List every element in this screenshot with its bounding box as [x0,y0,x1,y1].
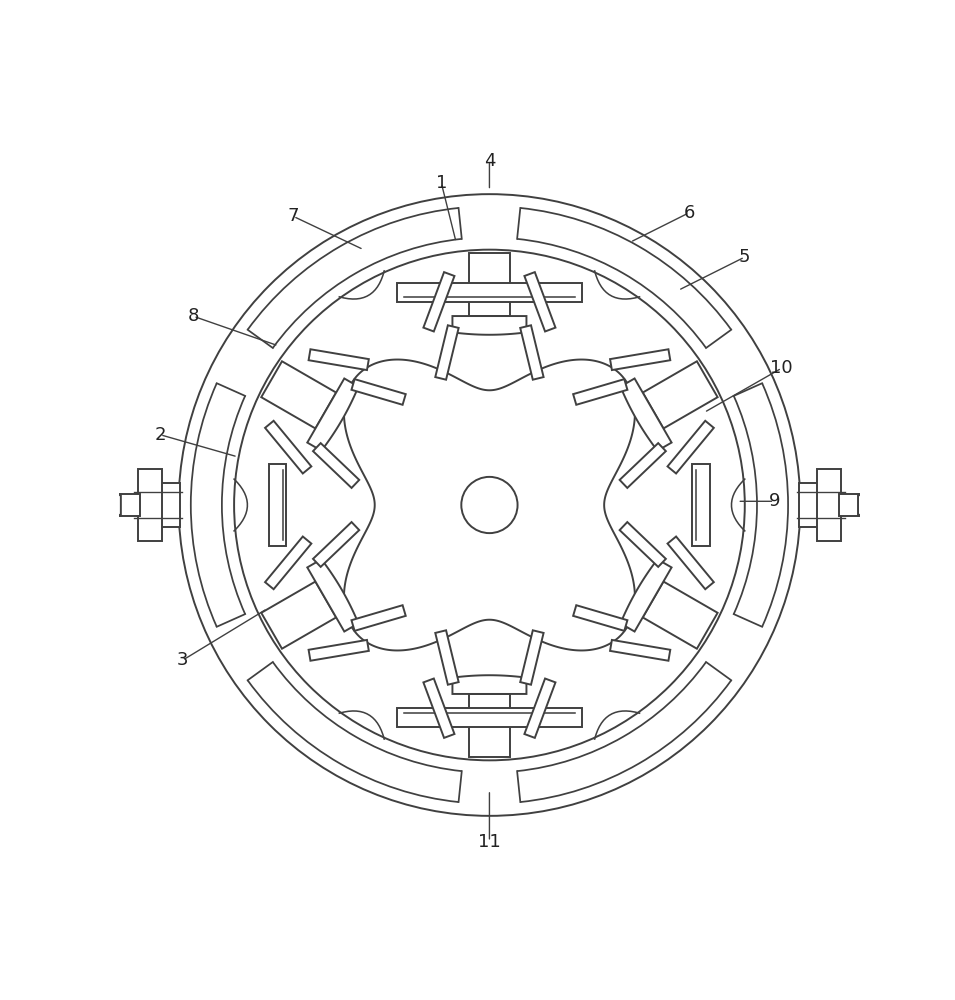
Polygon shape [308,349,369,370]
Polygon shape [265,537,311,589]
Polygon shape [308,640,369,661]
Polygon shape [520,325,543,380]
Polygon shape [668,421,713,473]
Polygon shape [423,679,455,738]
Polygon shape [397,708,582,727]
Polygon shape [610,640,670,661]
Polygon shape [435,325,458,380]
Polygon shape [453,316,526,335]
Polygon shape [313,522,359,567]
Polygon shape [308,559,358,632]
Polygon shape [620,443,666,488]
Polygon shape [453,675,526,694]
Circle shape [234,250,745,760]
Polygon shape [435,630,458,685]
Polygon shape [313,443,359,488]
Polygon shape [160,483,180,527]
Polygon shape [344,360,635,650]
Polygon shape [351,605,406,631]
Polygon shape [858,494,875,516]
Polygon shape [798,483,818,527]
Polygon shape [423,272,455,331]
Circle shape [461,477,518,533]
Polygon shape [119,494,140,516]
Text: 1: 1 [435,174,447,192]
Polygon shape [138,469,162,541]
Polygon shape [397,283,582,302]
Polygon shape [308,378,358,451]
Text: 4: 4 [483,152,496,170]
Polygon shape [817,469,841,541]
Polygon shape [524,679,556,738]
Text: 10: 10 [771,359,793,377]
Text: 3: 3 [177,651,188,669]
Text: 5: 5 [739,248,751,266]
Polygon shape [838,494,860,516]
Polygon shape [668,537,713,589]
Polygon shape [469,694,510,757]
Polygon shape [621,559,671,632]
Polygon shape [643,582,717,649]
Text: 6: 6 [684,204,695,222]
Text: 8: 8 [188,307,199,325]
Polygon shape [104,494,121,516]
Polygon shape [573,605,627,631]
Polygon shape [262,582,336,649]
Text: 11: 11 [478,833,500,851]
Polygon shape [643,361,717,428]
Polygon shape [265,421,311,473]
Text: 2: 2 [155,426,166,444]
Polygon shape [351,379,406,405]
Text: 7: 7 [287,207,299,225]
Polygon shape [621,378,671,451]
Text: 9: 9 [769,492,780,510]
Polygon shape [610,349,670,370]
Circle shape [179,194,800,816]
Polygon shape [262,361,336,428]
Polygon shape [573,379,627,405]
Polygon shape [469,253,510,316]
Polygon shape [524,272,556,331]
Polygon shape [520,630,543,685]
Polygon shape [692,464,711,546]
Polygon shape [620,522,666,567]
Polygon shape [268,464,286,546]
